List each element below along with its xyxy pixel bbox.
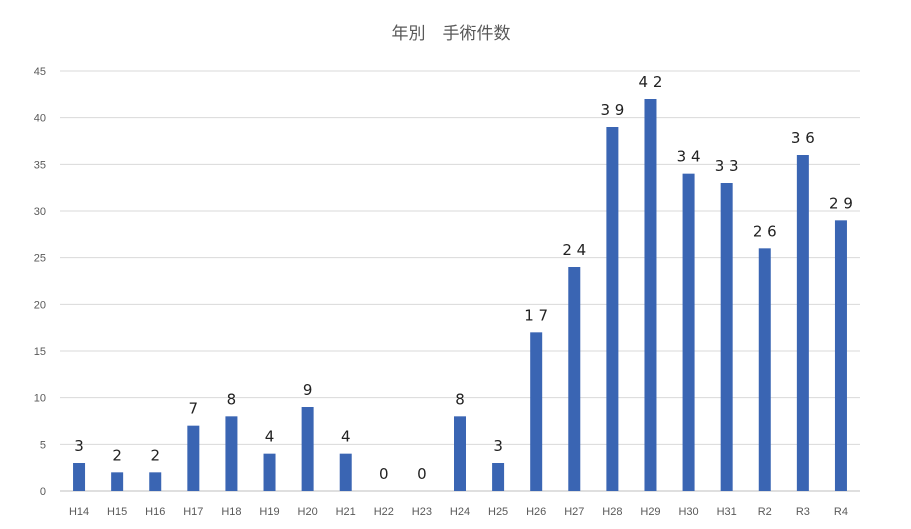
x-tick-label: H17 (183, 506, 203, 518)
x-tick-label: H14 (69, 506, 89, 518)
x-tick-label: H22 (374, 506, 394, 518)
y-tick-label: 25 (34, 253, 46, 265)
bar (530, 332, 543, 491)
bar (758, 248, 771, 491)
x-tick-label: H21 (336, 506, 356, 518)
bar (111, 472, 124, 491)
x-tick-label: H18 (221, 506, 241, 518)
bar (834, 220, 847, 492)
bar (492, 463, 505, 491)
y-tick-label: 30 (34, 206, 46, 218)
x-tick-label: H25 (488, 506, 508, 518)
x-tick-label: H31 (717, 506, 737, 518)
data-label: 1 7 (524, 306, 548, 324)
data-label: 8 (227, 390, 237, 408)
data-label: 3 (74, 437, 84, 455)
x-tick-label: H19 (259, 506, 279, 518)
bar (720, 183, 733, 491)
bar (568, 267, 581, 491)
x-tick-label: R3 (796, 506, 810, 518)
data-labels: 3 2 2 7 8 4 9 4 0 0 8 3 1 7 2 4 3 9 4 2 3 4 3 3 2 6 3 6 2 9 (74, 73, 853, 483)
data-label: 7 (189, 400, 199, 418)
bar (225, 416, 238, 491)
bar (73, 463, 86, 491)
data-label: 0 (379, 465, 389, 483)
x-tick-label: H28 (602, 506, 622, 518)
bar (187, 425, 200, 491)
data-label: 2 (112, 446, 122, 464)
y-tick-label: 35 (34, 159, 46, 171)
bar (796, 155, 809, 491)
data-label: 2 4 (562, 241, 586, 259)
data-label: 3 4 (677, 148, 701, 166)
x-tick-label: H30 (678, 506, 698, 518)
data-label: 3 9 (600, 101, 624, 119)
y-tick-label: 20 (34, 299, 46, 311)
x-tick-label: H24 (450, 506, 470, 518)
data-label: 4 (341, 428, 351, 446)
x-tick-label: H23 (412, 506, 432, 518)
y-tick-label: 10 (34, 393, 46, 405)
bar (263, 453, 276, 491)
data-label: 9 (303, 381, 313, 399)
x-axis-ticks: H14 H15 H16 H17 H18 H19 H20 H21 H22 H23 H24 H25 H26 H… (69, 506, 848, 518)
x-tick-label: R4 (834, 506, 848, 518)
y-tick-label: 45 (34, 66, 46, 78)
data-label: 2 (150, 446, 160, 464)
data-label: 4 2 (639, 73, 663, 91)
bar (454, 416, 466, 491)
chart-title: 年別 手術件数 (392, 24, 511, 44)
y-tick-label: 0 (40, 486, 46, 498)
x-tick-label: H15 (107, 506, 127, 518)
bar (149, 472, 162, 491)
x-tick-label: R2 (758, 506, 772, 518)
x-tick-label: H20 (298, 506, 318, 518)
data-label: 3 (493, 437, 503, 455)
x-tick-label: H26 (526, 506, 546, 518)
bar (644, 99, 657, 491)
data-label: 3 6 (791, 129, 815, 147)
data-label: 2 9 (829, 194, 853, 212)
bars (73, 99, 847, 492)
data-label: 2 6 (753, 222, 777, 240)
y-tick-label: 40 (34, 113, 46, 125)
y-tick-label: 5 (40, 439, 46, 451)
y-axis-ticks: 0 5 10 15 20 25 30 35 40 45 (34, 66, 46, 498)
bar (301, 407, 314, 491)
data-label: 0 (417, 465, 427, 483)
data-label: 4 (265, 428, 275, 446)
y-tick-label: 15 (34, 346, 46, 358)
bar (606, 127, 619, 491)
bar (339, 453, 352, 491)
x-tick-label: H27 (564, 506, 584, 518)
data-label: 3 3 (715, 157, 739, 175)
bar (682, 173, 695, 491)
data-label: 8 (455, 390, 465, 408)
x-tick-label: H29 (640, 506, 660, 518)
x-tick-label: H16 (145, 506, 165, 518)
